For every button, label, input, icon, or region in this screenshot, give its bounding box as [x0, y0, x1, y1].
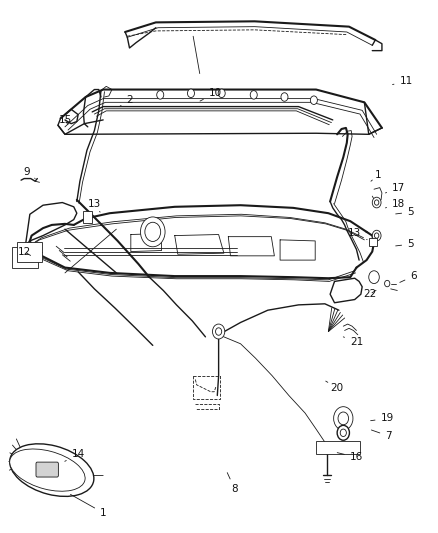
Circle shape: [212, 324, 224, 339]
Circle shape: [339, 429, 346, 437]
Circle shape: [321, 444, 326, 450]
Ellipse shape: [10, 444, 94, 496]
Text: 13: 13: [347, 229, 366, 240]
Circle shape: [368, 271, 378, 284]
Circle shape: [215, 328, 221, 335]
Circle shape: [218, 89, 225, 98]
Circle shape: [384, 280, 389, 287]
Circle shape: [371, 230, 380, 241]
Text: 15: 15: [58, 115, 71, 125]
Circle shape: [374, 233, 378, 238]
Circle shape: [336, 425, 349, 440]
Text: 17: 17: [385, 183, 404, 193]
Bar: [315, 441, 359, 454]
Circle shape: [337, 412, 348, 425]
Text: 21: 21: [343, 337, 362, 347]
Text: 5: 5: [395, 239, 413, 249]
Text: 18: 18: [385, 199, 404, 208]
Circle shape: [280, 93, 287, 101]
Text: 19: 19: [370, 414, 393, 423]
Bar: [82, 211, 92, 223]
Circle shape: [48, 465, 56, 475]
Text: 1: 1: [370, 170, 381, 181]
Circle shape: [374, 200, 378, 205]
Text: 16: 16: [336, 453, 362, 462]
Circle shape: [310, 96, 317, 104]
Text: 8: 8: [227, 473, 238, 494]
Circle shape: [145, 222, 160, 241]
Text: 2: 2: [120, 95, 133, 106]
Text: 13: 13: [88, 199, 101, 212]
Text: 9: 9: [23, 167, 35, 179]
Circle shape: [250, 91, 257, 99]
Text: 12: 12: [18, 247, 31, 256]
Ellipse shape: [10, 449, 85, 491]
Text: 7: 7: [371, 430, 391, 441]
Text: 1: 1: [71, 495, 106, 518]
Text: 10: 10: [200, 88, 221, 101]
Bar: [368, 238, 376, 246]
Circle shape: [37, 466, 44, 474]
Bar: [17, 242, 42, 262]
Text: 5: 5: [395, 207, 413, 217]
Text: 6: 6: [399, 271, 416, 282]
Circle shape: [333, 407, 352, 430]
Text: 22: 22: [362, 289, 375, 299]
Circle shape: [140, 217, 165, 247]
Circle shape: [42, 466, 49, 474]
Circle shape: [348, 444, 353, 450]
Text: 14: 14: [65, 449, 85, 462]
FancyBboxPatch shape: [36, 462, 58, 477]
Bar: [12, 247, 38, 268]
Circle shape: [187, 89, 194, 98]
Circle shape: [371, 197, 380, 208]
Circle shape: [156, 91, 163, 99]
Text: 20: 20: [325, 381, 343, 393]
Text: 11: 11: [392, 76, 412, 86]
